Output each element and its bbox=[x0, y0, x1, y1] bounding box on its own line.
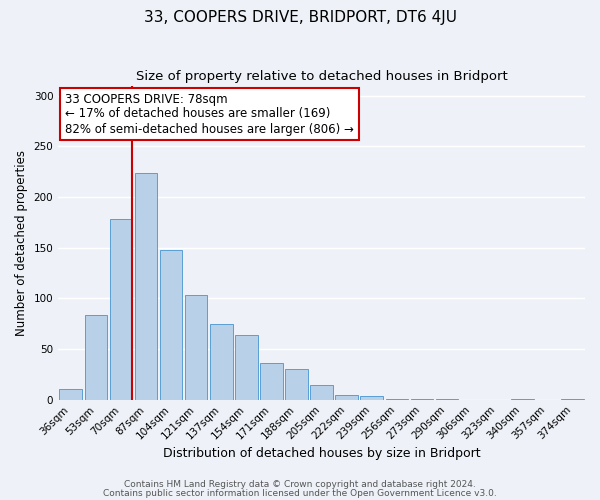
Bar bbox=[285, 370, 308, 400]
Bar bbox=[235, 335, 257, 400]
Bar bbox=[210, 324, 233, 400]
Bar bbox=[59, 388, 82, 400]
Y-axis label: Number of detached properties: Number of detached properties bbox=[15, 150, 28, 336]
Bar bbox=[160, 250, 182, 400]
Text: Contains public sector information licensed under the Open Government Licence v3: Contains public sector information licen… bbox=[103, 488, 497, 498]
Bar bbox=[511, 398, 533, 400]
Text: 33 COOPERS DRIVE: 78sqm
← 17% of detached houses are smaller (169)
82% of semi-d: 33 COOPERS DRIVE: 78sqm ← 17% of detache… bbox=[65, 92, 354, 136]
Bar bbox=[85, 314, 107, 400]
Bar bbox=[436, 398, 458, 400]
X-axis label: Distribution of detached houses by size in Bridport: Distribution of detached houses by size … bbox=[163, 447, 481, 460]
Bar bbox=[561, 398, 584, 400]
Bar bbox=[185, 296, 208, 400]
Bar bbox=[310, 384, 333, 400]
Bar bbox=[361, 396, 383, 400]
Text: Contains HM Land Registry data © Crown copyright and database right 2024.: Contains HM Land Registry data © Crown c… bbox=[124, 480, 476, 489]
Bar bbox=[410, 398, 433, 400]
Bar bbox=[260, 363, 283, 400]
Bar bbox=[386, 398, 408, 400]
Bar bbox=[110, 220, 132, 400]
Text: 33, COOPERS DRIVE, BRIDPORT, DT6 4JU: 33, COOPERS DRIVE, BRIDPORT, DT6 4JU bbox=[143, 10, 457, 25]
Bar bbox=[134, 172, 157, 400]
Bar bbox=[335, 394, 358, 400]
Title: Size of property relative to detached houses in Bridport: Size of property relative to detached ho… bbox=[136, 70, 508, 83]
